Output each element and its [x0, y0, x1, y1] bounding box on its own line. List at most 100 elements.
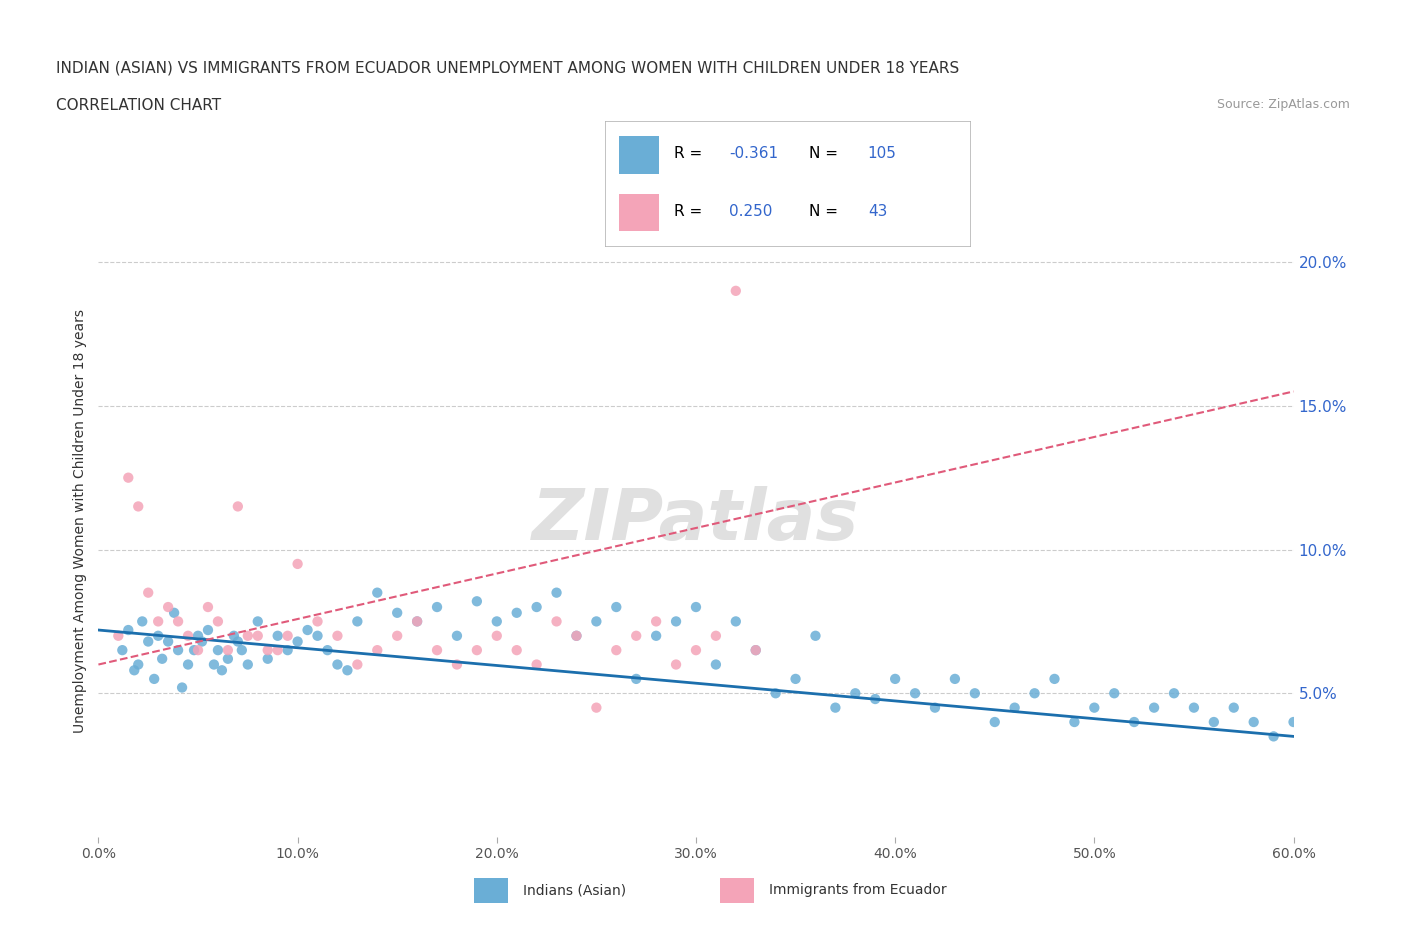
Point: [626, 629, 648, 644]
Point: [446, 658, 468, 672]
Point: [924, 700, 946, 715]
Point: [187, 643, 209, 658]
Point: [605, 600, 627, 615]
Text: 43: 43: [868, 204, 887, 219]
Point: [626, 671, 648, 686]
Point: [526, 658, 548, 672]
Point: [1043, 671, 1066, 686]
Point: [136, 634, 159, 649]
Point: [1123, 714, 1146, 729]
Point: [585, 700, 607, 715]
Point: [307, 629, 329, 644]
Point: [804, 629, 827, 644]
Point: [526, 600, 548, 615]
FancyBboxPatch shape: [619, 193, 659, 232]
Point: [197, 622, 219, 637]
Point: [385, 605, 409, 620]
Point: [316, 643, 339, 658]
Point: [177, 629, 200, 644]
Point: [267, 643, 290, 658]
Point: [1263, 729, 1285, 744]
Point: [336, 663, 359, 678]
Point: [256, 651, 278, 666]
Point: [246, 629, 269, 644]
Point: [546, 585, 568, 600]
Point: [217, 651, 239, 666]
Point: [1223, 700, 1246, 715]
Text: INDIAN (ASIAN) VS IMMIGRANTS FROM ECUADOR UNEMPLOYMENT AMONG WOMEN WITH CHILDREN: INDIAN (ASIAN) VS IMMIGRANTS FROM ECUADO…: [56, 60, 959, 75]
Point: [1083, 700, 1105, 715]
Text: 105: 105: [868, 146, 897, 161]
Point: [984, 714, 1007, 729]
Point: [465, 594, 488, 609]
Text: R =: R =: [673, 146, 707, 161]
Point: [346, 658, 368, 672]
Point: [167, 614, 190, 629]
Point: [1063, 714, 1085, 729]
Point: [943, 671, 966, 686]
Point: [665, 658, 688, 672]
Point: [197, 600, 219, 615]
Point: [963, 685, 986, 700]
Point: [226, 499, 249, 514]
Point: [143, 671, 166, 686]
Point: [765, 685, 787, 700]
Point: [136, 585, 159, 600]
Point: [1282, 714, 1305, 729]
Point: [863, 692, 887, 707]
Point: [385, 629, 409, 644]
Text: R =: R =: [673, 204, 707, 219]
Point: [127, 658, 149, 672]
Point: [704, 629, 727, 644]
Point: [506, 643, 529, 658]
Point: [226, 634, 249, 649]
FancyBboxPatch shape: [720, 878, 754, 903]
Point: [724, 284, 747, 299]
Text: N =: N =: [810, 146, 844, 161]
Text: CORRELATION CHART: CORRELATION CHART: [56, 98, 221, 113]
Point: [406, 614, 429, 629]
Point: [465, 643, 488, 658]
Point: [211, 663, 233, 678]
Point: [172, 680, 194, 695]
Point: [207, 643, 229, 658]
Point: [485, 614, 508, 629]
Point: [546, 614, 568, 629]
Point: [307, 614, 329, 629]
Point: [202, 658, 225, 672]
Point: [844, 685, 866, 700]
Point: [246, 614, 269, 629]
Point: [297, 622, 319, 637]
Point: [745, 643, 768, 658]
Point: [565, 629, 588, 644]
Point: [1104, 685, 1126, 700]
FancyBboxPatch shape: [619, 136, 659, 174]
Point: [107, 629, 129, 644]
Point: [150, 651, 173, 666]
Text: Immigrants from Ecuador: Immigrants from Ecuador: [769, 884, 946, 897]
Point: [157, 634, 180, 649]
Point: [1163, 685, 1185, 700]
Point: [645, 629, 668, 644]
Y-axis label: Unemployment Among Women with Children Under 18 years: Unemployment Among Women with Children U…: [73, 309, 87, 733]
Point: [366, 585, 388, 600]
Point: [904, 685, 927, 700]
Text: ZIPatlas: ZIPatlas: [533, 486, 859, 555]
Point: [127, 499, 149, 514]
Point: [157, 600, 180, 615]
Point: [1243, 714, 1265, 729]
Point: [326, 629, 349, 644]
Point: [236, 629, 259, 644]
Text: 0.250: 0.250: [728, 204, 772, 219]
Point: [785, 671, 807, 686]
Point: [207, 614, 229, 629]
Point: [148, 614, 170, 629]
Point: [163, 605, 186, 620]
Point: [231, 643, 253, 658]
Text: Source: ZipAtlas.com: Source: ZipAtlas.com: [1216, 98, 1350, 111]
Point: [167, 643, 190, 658]
Point: [267, 629, 290, 644]
Point: [426, 643, 449, 658]
Point: [111, 643, 134, 658]
Point: [191, 634, 214, 649]
